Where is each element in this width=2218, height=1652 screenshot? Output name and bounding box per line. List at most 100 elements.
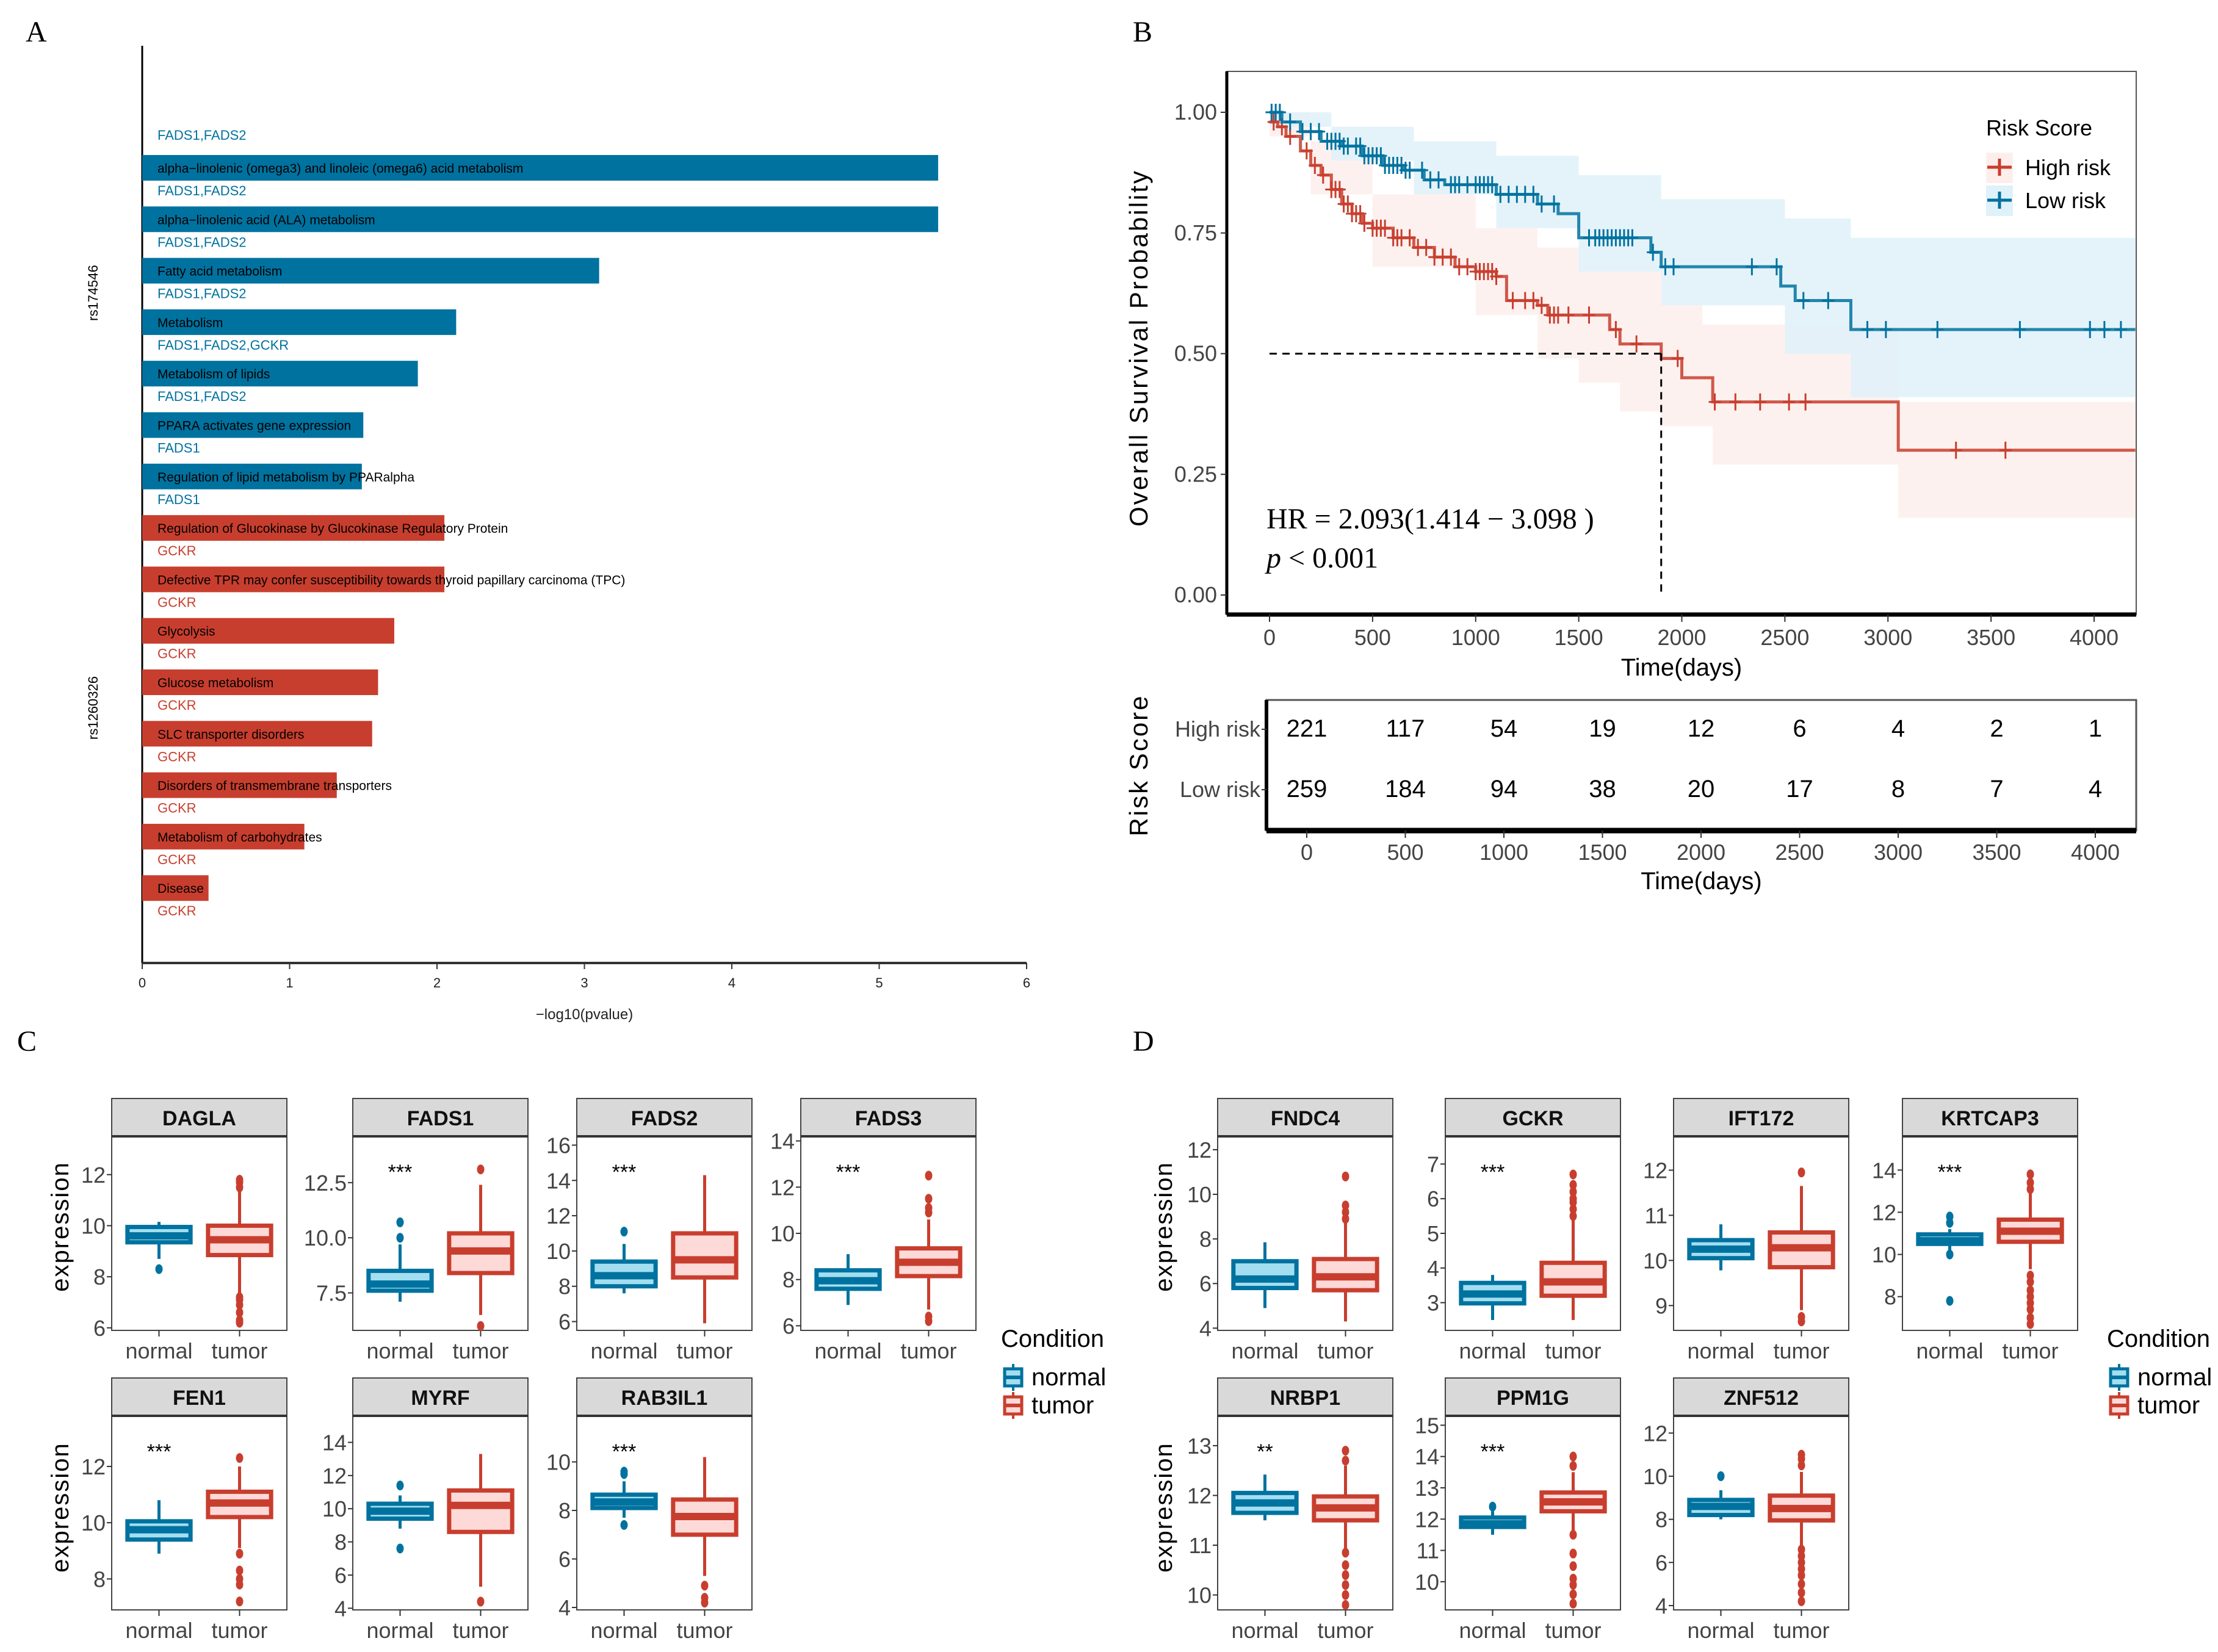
facet-strip: [1902, 1098, 2078, 1137]
gene-label: FADS1,FADS2: [157, 183, 247, 198]
censor-mark: [1506, 292, 1519, 309]
y-tick-label: 6: [1655, 1550, 1667, 1575]
legend-title: Risk Score: [1986, 115, 2092, 140]
y-tick-label: 4: [1427, 1256, 1439, 1281]
y-tick-label: 8: [1199, 1227, 1212, 1252]
facet-title: PPM1G: [1497, 1387, 1569, 1410]
y-tick-label: 5: [1427, 1221, 1439, 1246]
x-tick-label: normal: [1231, 1338, 1298, 1363]
facet-krtcap3: KRTCAP3 8 10 12 14 normal tumor ***: [1872, 1098, 2078, 1363]
x-tick-label: 4: [728, 975, 735, 990]
facet-nrbp1: NRBP1 10 11 12 13 normal tumor **: [1187, 1377, 1393, 1643]
outlier-point: [1569, 1461, 1577, 1471]
censor-mark: [1527, 292, 1540, 309]
outlier-point: [701, 1581, 709, 1591]
y-tick-label: 8: [558, 1498, 571, 1523]
at-risk-count: 4: [2089, 776, 2102, 803]
significance-label: ***: [612, 1161, 637, 1184]
y-tick-label: 12: [546, 1203, 571, 1228]
gene-label: GCKR: [157, 646, 197, 662]
gene-label: GCKR: [157, 801, 197, 816]
y-tick-label: 0.00: [1174, 582, 1217, 607]
facet-strip: [1217, 1377, 1393, 1416]
y-axis-title: expression: [47, 1442, 74, 1572]
censor-mark: [1527, 186, 1540, 203]
x-tick-label: normal: [590, 1618, 657, 1643]
outlier-point: [396, 1543, 404, 1554]
facet-title: MYRF: [411, 1387, 469, 1410]
outlier-point: [2026, 1313, 2034, 1323]
x-tick-label: tumor: [900, 1338, 956, 1363]
risk-row-label: Low risk: [1180, 777, 1261, 802]
censor-mark: [1562, 306, 1575, 324]
outlier-point: [2026, 1169, 2034, 1180]
censor-mark: [1267, 113, 1280, 131]
gene-label: FADS1: [157, 441, 200, 456]
bar: [142, 721, 372, 747]
outlier-point: [1946, 1249, 1954, 1260]
x-tick-label: tumor: [1317, 1618, 1373, 1643]
outlier-point: [236, 1596, 244, 1607]
y-tick-label: 1.00: [1174, 99, 1217, 124]
outlier-point: [477, 1596, 485, 1607]
x-tick-label: 1000: [1479, 840, 1528, 865]
gene-label: GCKR: [157, 749, 197, 764]
x-tick-label: normal: [1687, 1338, 1754, 1363]
censor-mark: [1879, 320, 1892, 338]
censor-mark: [1609, 320, 1622, 338]
outlier-point: [925, 1311, 933, 1322]
bar: [142, 823, 305, 849]
pathway-label: PPARA activates gene expression: [157, 419, 351, 433]
legend-key-tumor: [2109, 1392, 2129, 1419]
censor-mark: [1535, 297, 1548, 314]
y-tick-label: 8: [334, 1530, 347, 1555]
bar: [142, 309, 457, 335]
p-value-text: < 0.001: [1281, 542, 1378, 574]
outlier-point: [1797, 1167, 1805, 1178]
outlier-point: [925, 1203, 933, 1213]
legend-label: tumor: [1031, 1392, 1094, 1419]
x-tick-label: 0: [139, 975, 146, 990]
p-value-annotation: p < 0.001: [1265, 542, 1378, 574]
facet-title: FADS3: [855, 1107, 922, 1130]
legend-label: Low risk: [2025, 188, 2106, 213]
outlier-point: [236, 1292, 244, 1302]
y-tick-label: 0.75: [1174, 220, 1217, 245]
censor-mark: [1671, 350, 1684, 367]
facet-ppm1g: PPM1G 10 11 12 13 14 15 normal tumor ***: [1415, 1377, 1621, 1643]
pathway-label: alpha−linolenic (omega3) and linoleic (o…: [157, 162, 523, 176]
x-axis-title: Time(days): [1641, 868, 1762, 895]
x-tick-label: 500: [1387, 840, 1423, 865]
pathway-label: Disease: [157, 882, 204, 896]
censor-mark: [1490, 267, 1503, 285]
outlier-point: [1342, 1548, 1349, 1558]
censor-mark: [1317, 166, 1329, 184]
box-tumor: [671, 1231, 739, 1280]
y-tick-label: 14: [322, 1430, 347, 1455]
bar: [142, 412, 364, 438]
outlier-point: [1946, 1211, 1954, 1222]
y-tick-label: 11: [1645, 1203, 1667, 1228]
x-tick-label: normal: [366, 1618, 433, 1643]
gene-label: FADS1,FADS2: [157, 389, 247, 404]
x-tick-label: tumor: [1773, 1338, 1829, 1363]
censor-mark: [1535, 195, 1548, 213]
y-tick-label: 7: [1427, 1152, 1439, 1177]
x-tick-label: normal: [590, 1338, 657, 1363]
facet-strip: [576, 1098, 753, 1137]
outlier-point: [477, 1321, 485, 1331]
significance-label: ***: [612, 1440, 637, 1463]
x-tick-label: tumor: [2002, 1338, 2058, 1363]
outlier-point: [155, 1264, 163, 1274]
outlier-point: [236, 1315, 244, 1326]
facet-strip: [576, 1377, 753, 1416]
at-risk-count: 8: [1891, 776, 1905, 803]
x-tick-label: 4000: [2070, 625, 2119, 650]
x-tick-label: tumor: [676, 1338, 732, 1363]
y-tick-label: 10: [1187, 1583, 1212, 1608]
outlier-point: [2026, 1271, 2034, 1281]
significance-label: ***: [1481, 1440, 1505, 1463]
bar: [142, 566, 445, 593]
facet-title: FNDC4: [1271, 1107, 1340, 1130]
outlier-point: [1489, 1501, 1497, 1512]
